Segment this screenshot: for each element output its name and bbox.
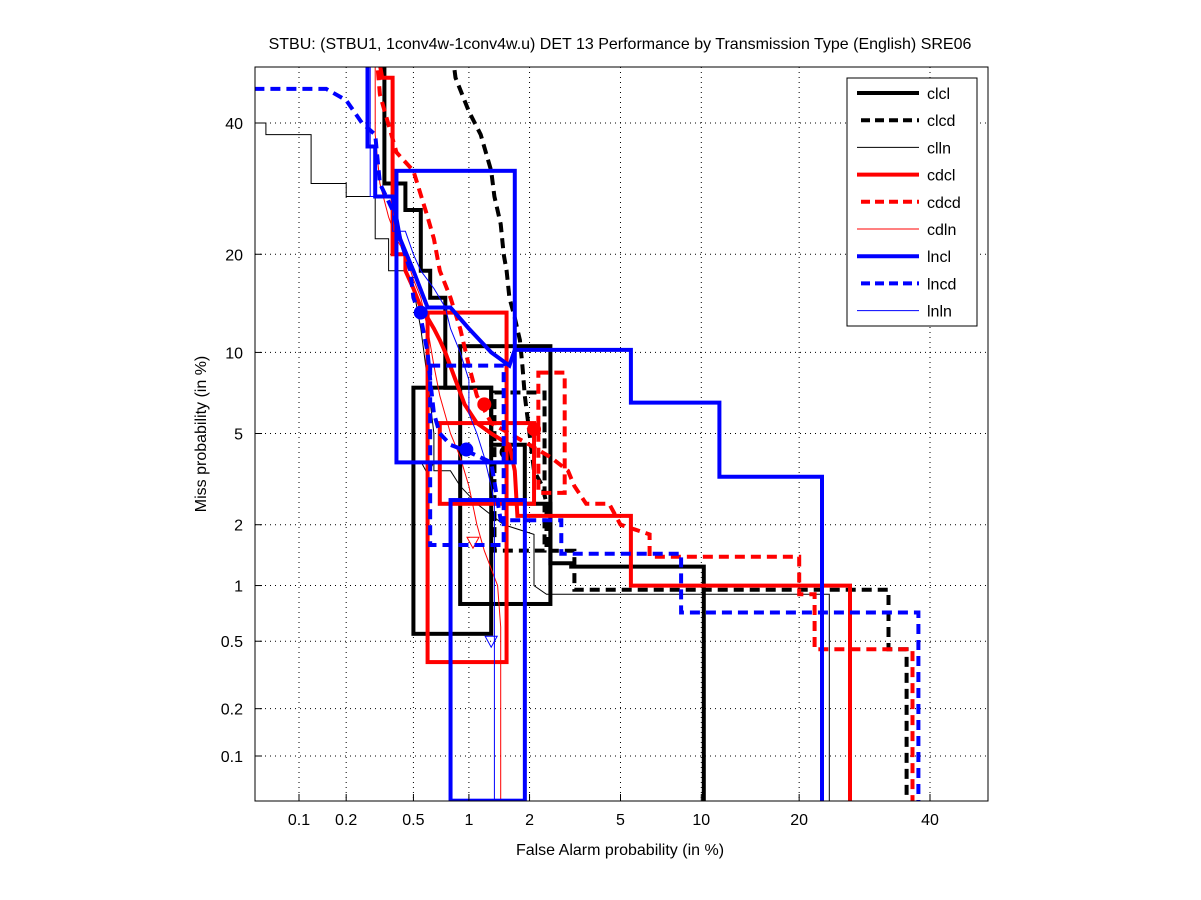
legend: clcl clcd clln cdcl cdcd cdln lncl lncd lnln — [846, 77, 978, 327]
min-dcf-marker-lnln — [484, 635, 499, 649]
x-tick-label: 5 — [616, 812, 625, 829]
legend-label-clcd: clcd — [927, 113, 955, 130]
x-tick-label: 0.1 — [288, 812, 310, 829]
legend-label-clln: clln — [927, 140, 951, 157]
x-ticks: 0.1 0.2 0.5 1 2 5 10 20 40 — [288, 794, 939, 829]
x-tick-label: 20 — [790, 812, 808, 829]
y-tick-label: 1 — [234, 579, 243, 596]
plot-frame — [254, 66, 989, 802]
x-tick-label: 0.2 — [335, 812, 357, 829]
legend-label-clcl: clcl — [927, 86, 950, 103]
act-dcf-marker-cdcd — [527, 422, 542, 437]
y-tick-label: 0.5 — [221, 634, 243, 651]
series-lnln — [369, 67, 499, 801]
confidence-box-lncd — [428, 363, 506, 547]
legend-label-lncl: lncl — [927, 249, 951, 266]
legend-label-lnln: lnln — [927, 304, 952, 321]
confidence-box-cdcl — [425, 310, 509, 665]
legend-label-cdcd: cdcd — [927, 195, 961, 212]
curve-lncd — [255, 86, 921, 801]
curve-lnln — [369, 67, 495, 801]
y-tick-label: 20 — [225, 247, 243, 264]
y-tick-label: 0.1 — [221, 749, 243, 766]
chart-title: STBU: (STBU1, 1conv4w-1conv4w.u) DET 13 … — [269, 36, 972, 53]
x-tick-label: 10 — [692, 812, 710, 829]
x-tick-label: 1 — [464, 812, 473, 829]
y-tick-label: 0.2 — [221, 702, 243, 719]
legend-label-cdln: cdln — [927, 222, 956, 239]
act-dcf-marker-lncd — [459, 442, 474, 457]
confidence-box-lncl — [394, 168, 517, 465]
curve-cdcl — [378, 67, 852, 801]
act-dcf-marker-cdcl — [477, 397, 492, 412]
x-tick-label: 0.5 — [402, 812, 424, 829]
y-tick-label: 5 — [234, 426, 243, 443]
legend-label-cdcl: cdcl — [927, 168, 955, 185]
series-cdcd — [375, 67, 915, 801]
series-lncd — [255, 86, 921, 801]
y-tick-label: 10 — [225, 345, 243, 362]
x-tick-label: 40 — [921, 812, 939, 829]
legend-label-lncd: lncd — [927, 276, 956, 293]
x-axis-label: False Alarm probability (in %) — [516, 842, 724, 859]
min-dcf-marker-cdln — [466, 536, 480, 550]
y-axis-label: Miss probability (in %) — [193, 356, 210, 512]
y-tick-label: 40 — [225, 116, 243, 133]
y-tick-label: 2 — [234, 518, 243, 535]
y-ticks: 0.1 0.2 0.5 1 2 5 10 20 40 — [221, 116, 262, 766]
curve-clcd — [452, 67, 909, 801]
x-tick-label: 2 — [525, 812, 534, 829]
curves — [255, 67, 921, 801]
curve-cdcd — [375, 67, 915, 801]
